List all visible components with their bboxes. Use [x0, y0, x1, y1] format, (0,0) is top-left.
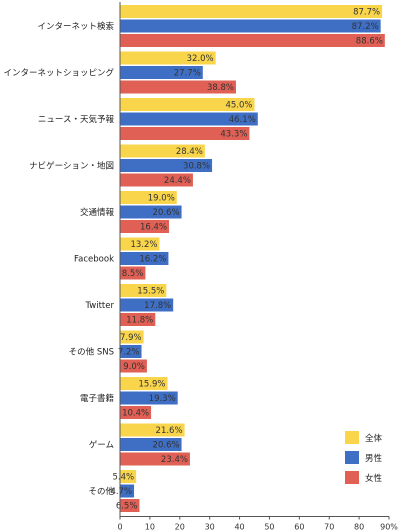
bar: [120, 5, 383, 18]
bar: [120, 159, 213, 172]
bar: [120, 359, 147, 373]
bar: [120, 66, 203, 79]
bar-value-label: 45.0%: [225, 101, 252, 111]
bar: [120, 112, 258, 126]
category-label: ニュース・天気予報: [38, 114, 115, 125]
bars-layer: [120, 5, 385, 512]
bar: [120, 313, 156, 326]
bar-value-label: 46.1%: [229, 115, 256, 125]
x-tick-label: 0: [117, 523, 122, 530]
bar-value-label: 16.2%: [139, 255, 166, 265]
bar-value-label: 4.7%: [110, 487, 132, 497]
legend-swatch: [345, 471, 359, 484]
bar-value-label: 38.8%: [207, 83, 234, 93]
bar-value-label: 23.4%: [161, 455, 188, 465]
bar-value-label: 16.4%: [140, 223, 167, 233]
bar: [120, 391, 178, 405]
bar: [120, 34, 385, 47]
bar: [120, 252, 169, 265]
bar-value-label: 87.7%: [353, 8, 380, 18]
bar-value-label: 8.5%: [122, 269, 144, 279]
bar-value-label: 15.5%: [137, 287, 164, 297]
category-label: Facebook: [74, 255, 114, 265]
category-label: インターネット検索: [37, 21, 114, 32]
bar-value-label: 10.4%: [122, 409, 149, 419]
category-label: 電子書籍: [80, 393, 114, 404]
bar: [120, 266, 146, 280]
bar-value-label: 17.8%: [144, 301, 171, 311]
x-tick-label: 50: [264, 523, 274, 530]
x-tick-label: 90%: [380, 523, 398, 530]
bar: [120, 298, 174, 312]
bar-value-label: 24.4%: [164, 176, 191, 186]
bar-value-label: 9.0%: [123, 362, 145, 372]
bar-value-label: 19.0%: [148, 194, 175, 204]
bar: [120, 452, 190, 466]
legend-swatch: [345, 451, 359, 464]
bar: [120, 127, 250, 140]
bar: [120, 470, 137, 483]
bar-value-label: 28.4%: [176, 147, 203, 157]
category-label: インターネットショッピング: [3, 68, 114, 79]
bar-value-label: 32.0%: [187, 54, 214, 64]
bar: [120, 406, 152, 419]
bar-value-label: 20.6%: [153, 441, 180, 451]
bar: [120, 80, 236, 94]
x-tick-label: 30: [205, 523, 215, 530]
category-label: その他: [88, 486, 114, 497]
bar: [120, 377, 168, 390]
legend-swatch: [345, 431, 359, 444]
bar: [120, 484, 135, 498]
bar-value-label: 5.4%: [113, 473, 135, 483]
bar-value-label: 87.2%: [352, 22, 379, 32]
bar: [120, 173, 193, 187]
bar: [120, 205, 182, 219]
bar-value-label: 20.6%: [153, 208, 180, 218]
bar-value-label: 15.9%: [139, 380, 166, 390]
bar-value-label: 43.3%: [220, 130, 247, 140]
bar: [120, 423, 185, 437]
labels-layer: インターネット検索 87.7% 87.2% 88.6% インターネットショッピング 32.…: [3, 8, 382, 512]
bar: [120, 220, 170, 233]
bar-value-label: 27.7%: [174, 69, 201, 79]
bar-value-label: 19.3%: [149, 394, 176, 404]
bar-value-label: 7.9%: [120, 333, 142, 343]
bar-value-label: 30.8%: [183, 162, 210, 172]
bar-value-label: 88.6%: [356, 37, 383, 47]
category-label: ゲーム: [89, 440, 114, 451]
bar-value-label: 7.2%: [118, 348, 140, 358]
x-tick-label: 60: [294, 523, 304, 530]
category-label: ナビゲーション・地図: [29, 161, 114, 172]
x-tick-label: 10: [145, 523, 155, 530]
x-tick-label: 70: [324, 523, 334, 530]
legend-label: 女性: [365, 473, 383, 484]
bar-value-label: 6.5%: [116, 502, 138, 512]
bar: [120, 284, 167, 297]
category-label: その他 SNS: [69, 347, 114, 358]
bar: [120, 144, 205, 158]
legend-label: 全体: [365, 433, 383, 444]
x-tick-label: 40: [234, 523, 244, 530]
bar: [120, 330, 144, 344]
category-label: Twitter: [85, 301, 115, 311]
bar: [120, 237, 160, 251]
bar: [120, 345, 142, 358]
bar: [120, 438, 182, 451]
x-axis-ticks: 0 10 20 30 40 50 60 70 80 90%: [117, 516, 398, 530]
bar: [120, 98, 255, 111]
bar-value-label: 11.8%: [126, 316, 153, 326]
bar: [120, 19, 381, 33]
x-tick-label: 80: [354, 523, 364, 530]
bar-value-label: 21.6%: [156, 426, 183, 436]
x-tick-label: 20: [175, 523, 185, 530]
bar-value-label: 13.2%: [130, 240, 157, 250]
category-label: 交通情報: [80, 207, 115, 218]
legend-label: 男性: [365, 453, 383, 464]
bar: [120, 191, 177, 204]
bar: [120, 499, 140, 512]
bar: [120, 51, 216, 65]
